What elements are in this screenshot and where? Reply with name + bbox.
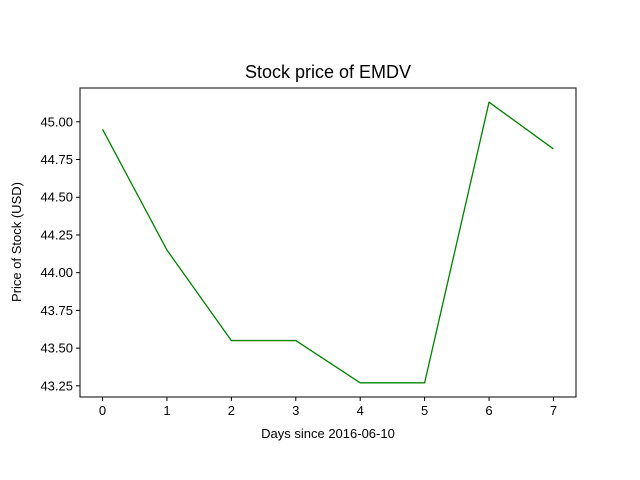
y-tick-label: 44.50: [40, 190, 73, 205]
x-axis-ticks: 0 1 2 3 4 5 6 7: [99, 397, 557, 418]
x-tick-label: 0: [99, 403, 106, 418]
y-tick-label: 44.25: [40, 227, 73, 242]
x-tick-label: 7: [550, 403, 557, 418]
x-tick-label: 6: [485, 403, 492, 418]
plot-area-frame: [79, 87, 577, 398]
y-tick-label: 44.00: [40, 265, 73, 280]
y-tick-label: 43.50: [40, 341, 73, 356]
y-axis-ticks: 43.25 43.50 43.75 44.00 44.25 44.50 44.75 45.00: [40, 114, 80, 393]
y-axis-label: Price of Stock (USD): [9, 182, 24, 302]
y-tick-label: 43.25: [40, 378, 73, 393]
y-tick-label: 44.75: [40, 152, 73, 167]
y-tick-label: 43.75: [40, 303, 73, 318]
y-tick-label: 45.00: [40, 114, 73, 129]
x-tick-label: 2: [228, 403, 235, 418]
x-tick-label: 1: [163, 403, 170, 418]
x-axis-label: Days since 2016-06-10: [261, 426, 395, 441]
x-tick-label: 5: [421, 403, 428, 418]
series-line: [101, 101, 554, 384]
chart-title: Stock price of EMDV: [245, 62, 411, 82]
x-tick-label: 3: [292, 403, 299, 418]
x-tick-label: 4: [357, 403, 364, 418]
